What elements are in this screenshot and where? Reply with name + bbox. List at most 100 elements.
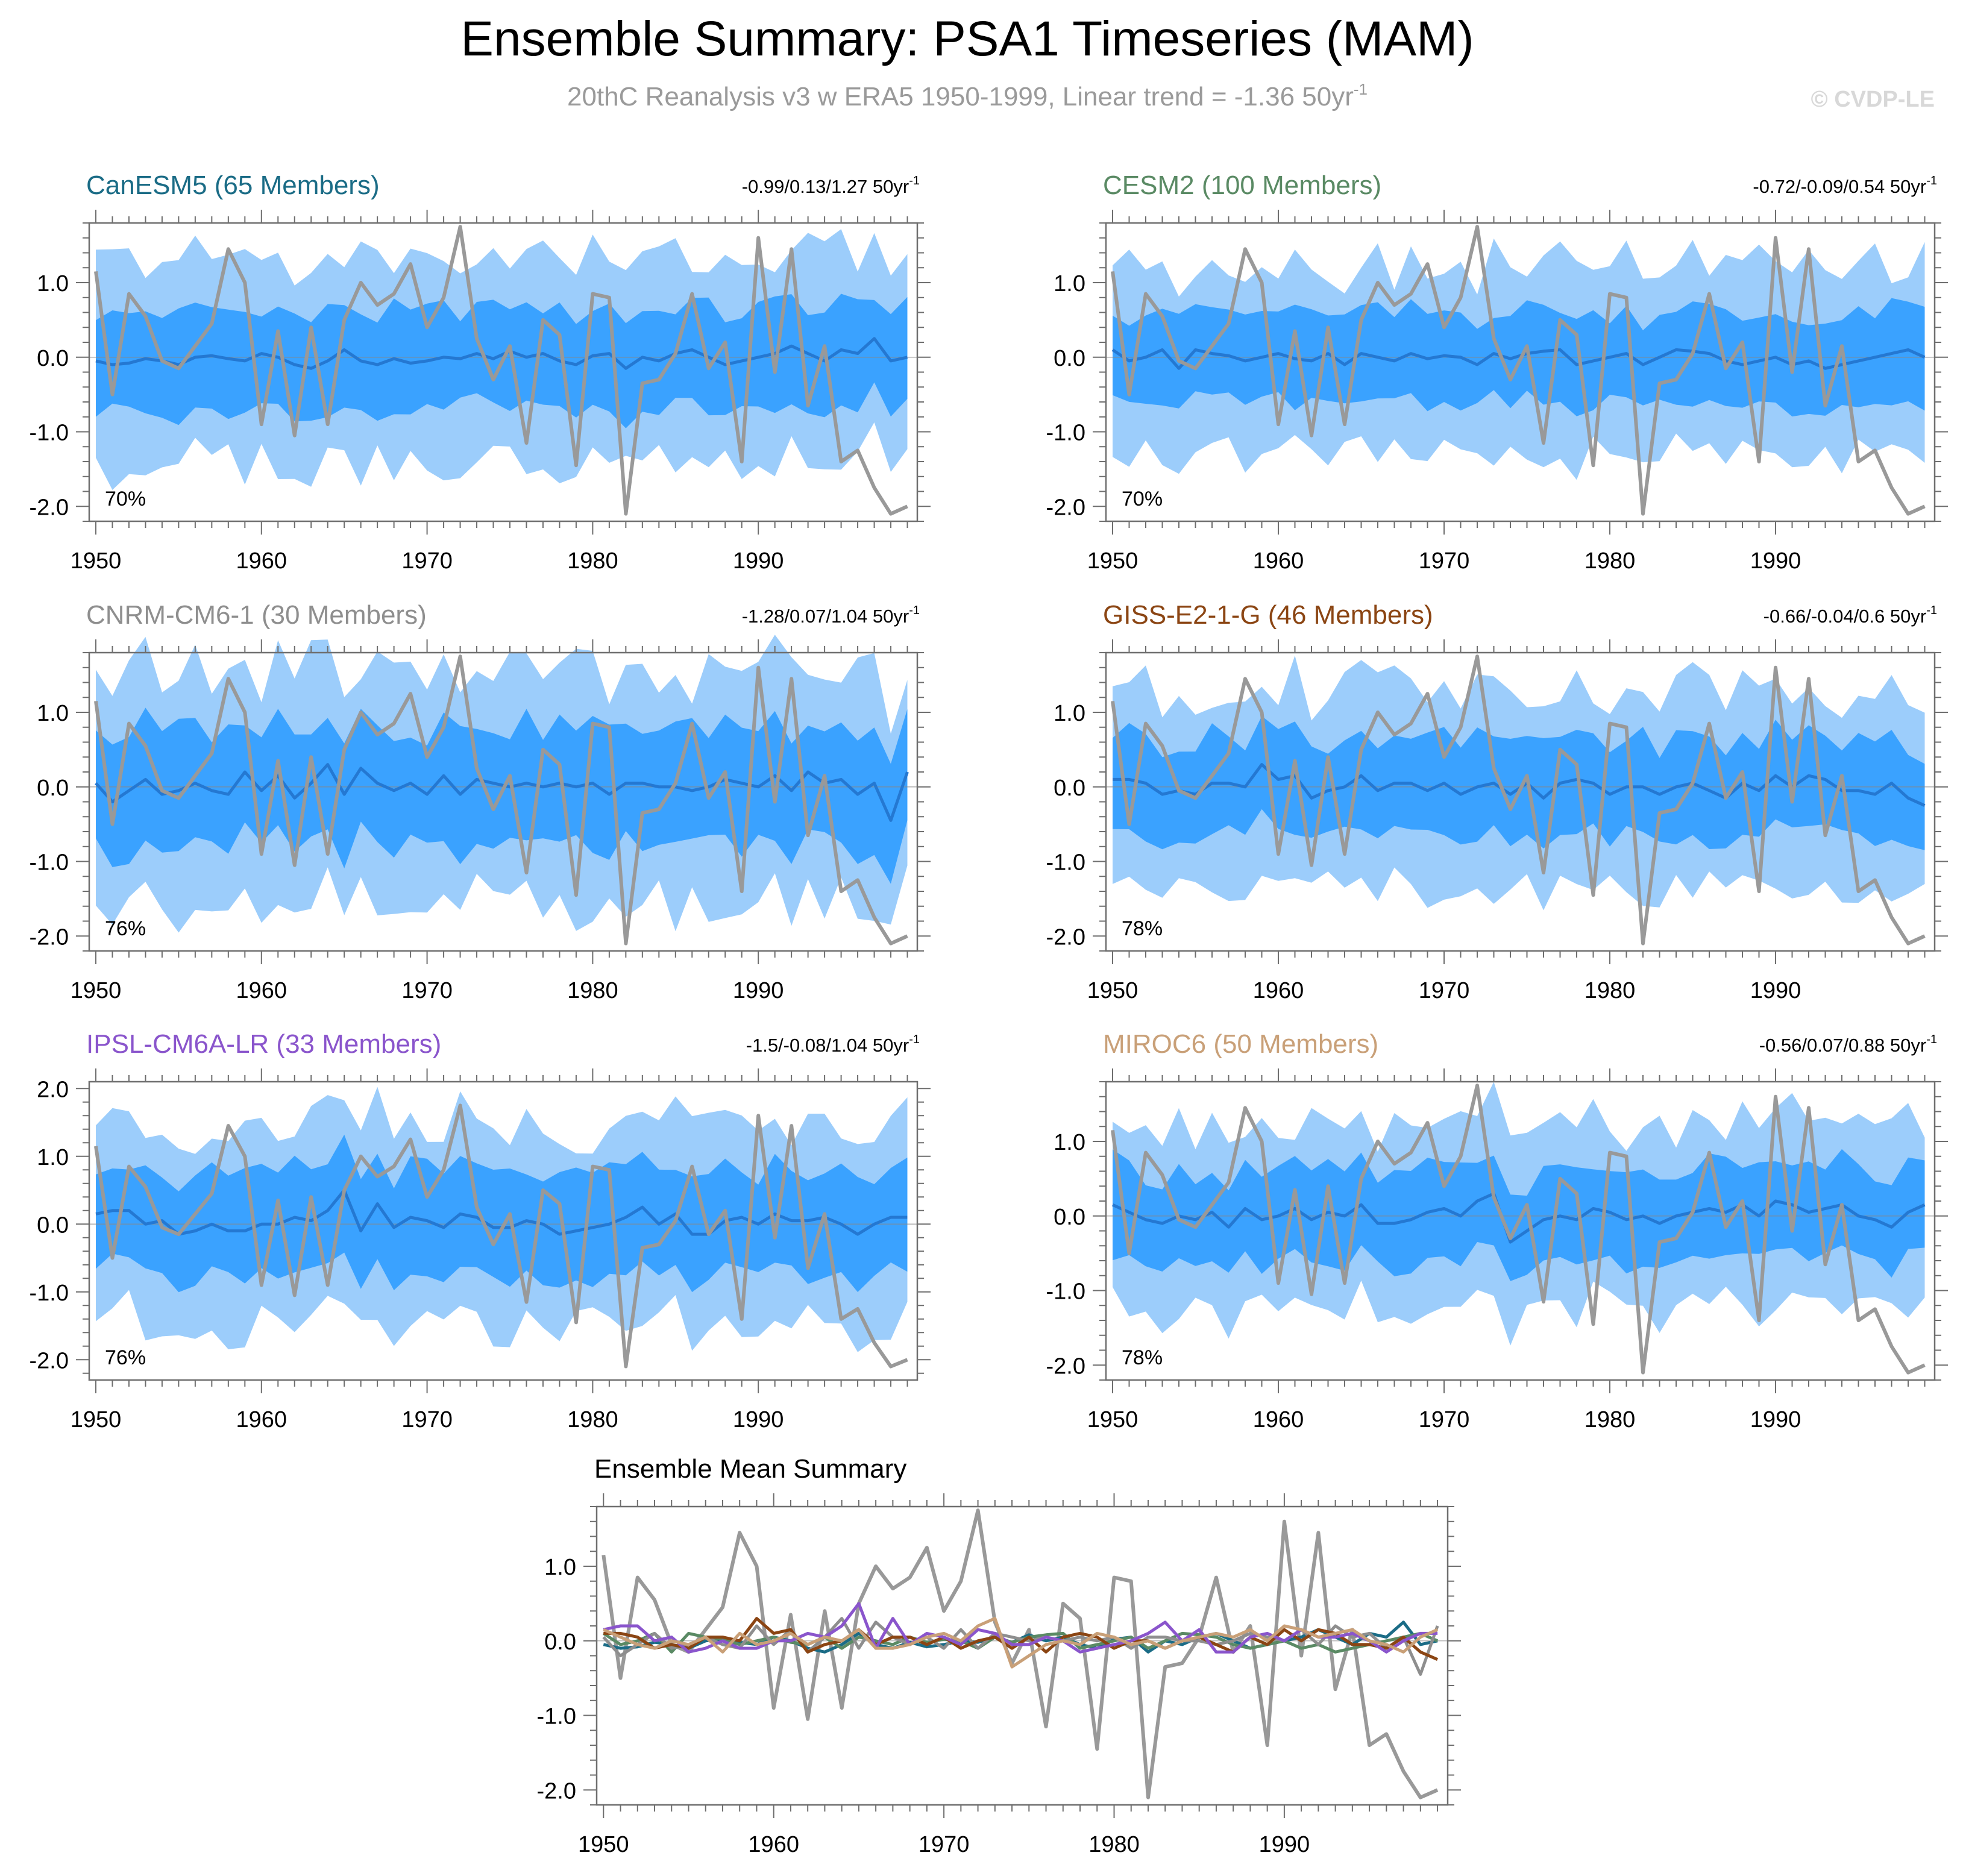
observed-line — [94, 225, 908, 516]
percent-label: 76% — [105, 917, 146, 940]
observed-line — [601, 1508, 1439, 1799]
panel-title: CESM2 (100 Members) — [1103, 171, 1381, 200]
y-tick-label: 0.0 — [1054, 346, 1085, 371]
x-tick-label: 1970 — [919, 1832, 970, 1857]
inner-percentile-band — [1113, 1149, 1925, 1281]
trend-text: -0.56/0.07/0.88 50yr-1 — [1759, 1033, 1937, 1056]
y-tick-label: 1.0 — [37, 271, 69, 296]
figure-title: Ensemble Summary: PSA1 Timeseries (MAM) — [460, 11, 1474, 66]
x-tick-label: 1980 — [567, 978, 618, 1003]
y-tick-label: -2.0 — [537, 1778, 576, 1804]
figure-subtitle: 20thC Reanalysis v3 w ERA5 1950-1999, Li… — [567, 80, 1368, 111]
percent-label: 70% — [1122, 488, 1163, 510]
x-tick-label: 1950 — [71, 1407, 122, 1432]
y-tick-label: 1.0 — [1054, 271, 1085, 296]
panel-title: CanESM5 (65 Members) — [86, 171, 380, 200]
y-tick-label: 0.0 — [1054, 776, 1085, 801]
percent-label: 70% — [105, 488, 146, 510]
y-tick-label: 1.0 — [37, 1145, 69, 1170]
x-tick-label: 1960 — [748, 1832, 799, 1857]
trend-text: -1.5/-0.08/1.04 50yr-1 — [746, 1033, 920, 1056]
y-tick-label: -1.0 — [1046, 421, 1085, 446]
x-tick-label: 1990 — [733, 548, 784, 574]
y-tick-label: -1.0 — [30, 1281, 69, 1306]
y-tick-label: -1.0 — [1046, 850, 1085, 876]
x-tick-label: 1960 — [236, 1407, 287, 1432]
panel-title: MIROC6 (50 Members) — [1103, 1029, 1378, 1059]
ensemble-mean-miroc6 — [603, 1617, 1439, 1669]
trend-text: -0.99/0.13/1.27 50yr-1 — [742, 174, 920, 197]
x-tick-label: 1970 — [401, 978, 453, 1003]
ensemble-mean-ipsl-cm6a-lr — [603, 1602, 1438, 1654]
observed-line — [1111, 1084, 1926, 1375]
trend-text: -0.72/-0.09/0.54 50yr-1 — [1753, 174, 1937, 197]
percent-label: 78% — [1122, 917, 1163, 940]
y-tick-label: -1.0 — [30, 850, 69, 876]
y-tick-label: 0.0 — [37, 1212, 69, 1238]
observed-line — [94, 654, 908, 946]
y-tick-label: -2.0 — [1046, 924, 1085, 950]
y-tick-label: 0.0 — [1054, 1205, 1085, 1230]
x-tick-label: 1980 — [1088, 1832, 1140, 1857]
x-tick-label: 1990 — [1750, 1407, 1801, 1432]
panels: 1950 1960 1970 1980 1990 -2.0 -1.0 0.0 1.0 CanESM… — [30, 171, 1948, 1432]
panel-giss-e2-1-g: 1950 1960 1970 1980 1990 -2.0 -1.0 0.0 1.0 GISS-E… — [1046, 600, 1948, 1003]
y-tick-label: -2.0 — [1046, 495, 1085, 520]
y-tick-label: 0.0 — [544, 1630, 576, 1655]
x-tick-label: 1990 — [1259, 1832, 1310, 1857]
ensemble-mean-summary: 1950 1960 1970 1980 1990 -2.0 -1.0 0.0 1.0 Ensemb… — [537, 1454, 1461, 1857]
panel-title: GISS-E2-1-G (46 Members) — [1103, 600, 1433, 630]
x-tick-label: 1950 — [1087, 978, 1139, 1003]
x-tick-label: 1990 — [1750, 548, 1801, 574]
x-tick-label: 1980 — [567, 548, 618, 574]
y-tick-label: -2.0 — [30, 495, 69, 520]
x-tick-label: 1960 — [1253, 548, 1304, 574]
x-tick-label: 1990 — [733, 978, 784, 1003]
x-tick-label: 1960 — [236, 548, 287, 574]
observed-line — [94, 1103, 908, 1369]
x-tick-label: 1960 — [1253, 978, 1304, 1003]
observed-line — [1111, 225, 1926, 516]
panel-title: CNRM-CM6-1 (30 Members) — [86, 600, 427, 630]
x-tick-label: 1950 — [578, 1832, 629, 1857]
panel-miroc6: 1950 1960 1970 1980 1990 -2.0 -1.0 0.0 1.0 MIROC6… — [1046, 1029, 1948, 1432]
x-tick-label: 1950 — [71, 548, 122, 574]
x-tick-label: 1980 — [1585, 548, 1636, 574]
panel-ipsl-cm6a-lr: 1950 1960 1970 1980 1990 -2.0 -1.0 0.0 1.0 2.0 IPS… — [30, 1029, 931, 1432]
inner-percentile-band — [1113, 716, 1925, 850]
panel-title: IPSL-CM6A-LR (33 Members) — [86, 1029, 441, 1059]
percent-label: 76% — [105, 1346, 146, 1369]
plot-frame — [88, 1081, 919, 1381]
x-tick-label: 1970 — [401, 548, 453, 574]
y-tick-label: 2.0 — [37, 1077, 69, 1102]
x-tick-label: 1990 — [733, 1407, 784, 1432]
trend-text: -1.28/0.07/1.04 50yr-1 — [742, 604, 920, 627]
x-tick-label: 1950 — [1087, 1407, 1139, 1432]
x-tick-label: 1990 — [1750, 978, 1801, 1003]
y-tick-label: 0.0 — [37, 346, 69, 371]
y-tick-label: -1.0 — [1046, 1279, 1085, 1305]
y-tick-label: 1.0 — [1054, 1130, 1085, 1155]
x-tick-label: 1970 — [1419, 548, 1470, 574]
x-tick-label: 1950 — [71, 978, 122, 1003]
ensemble-mean-giss-e2-1-g — [603, 1617, 1439, 1661]
y-tick-label: 1.0 — [1054, 701, 1085, 726]
inner-percentile-band — [96, 1134, 908, 1293]
y-tick-label: -2.0 — [30, 924, 69, 950]
x-tick-label: 1960 — [236, 978, 287, 1003]
x-tick-label: 1980 — [1585, 978, 1636, 1003]
panel-canesm5: 1950 1960 1970 1980 1990 -2.0 -1.0 0.0 1.0 CanESM… — [30, 171, 931, 574]
x-tick-label: 1970 — [1419, 978, 1470, 1003]
x-tick-label: 1960 — [1253, 1407, 1304, 1432]
y-tick-label: -1.0 — [30, 421, 69, 446]
y-tick-label: -1.0 — [537, 1704, 576, 1730]
x-tick-label: 1980 — [567, 1407, 618, 1432]
y-tick-label: -2.0 — [1046, 1354, 1085, 1379]
panel-cesm2: 1950 1960 1970 1980 1990 -2.0 -1.0 0.0 1.0 CESM2 … — [1046, 171, 1948, 574]
x-tick-label: 1970 — [1419, 1407, 1470, 1432]
observed-line — [1111, 654, 1926, 946]
y-tick-label: 1.0 — [37, 701, 69, 726]
watermark: © CVDP-LE — [1811, 87, 1935, 112]
panel-cnrm-cm6-1: 1950 1960 1970 1980 1990 -2.0 -1.0 0.0 1.0 CNRM-C… — [30, 600, 931, 1003]
summary-title: Ensemble Mean Summary — [594, 1454, 906, 1484]
